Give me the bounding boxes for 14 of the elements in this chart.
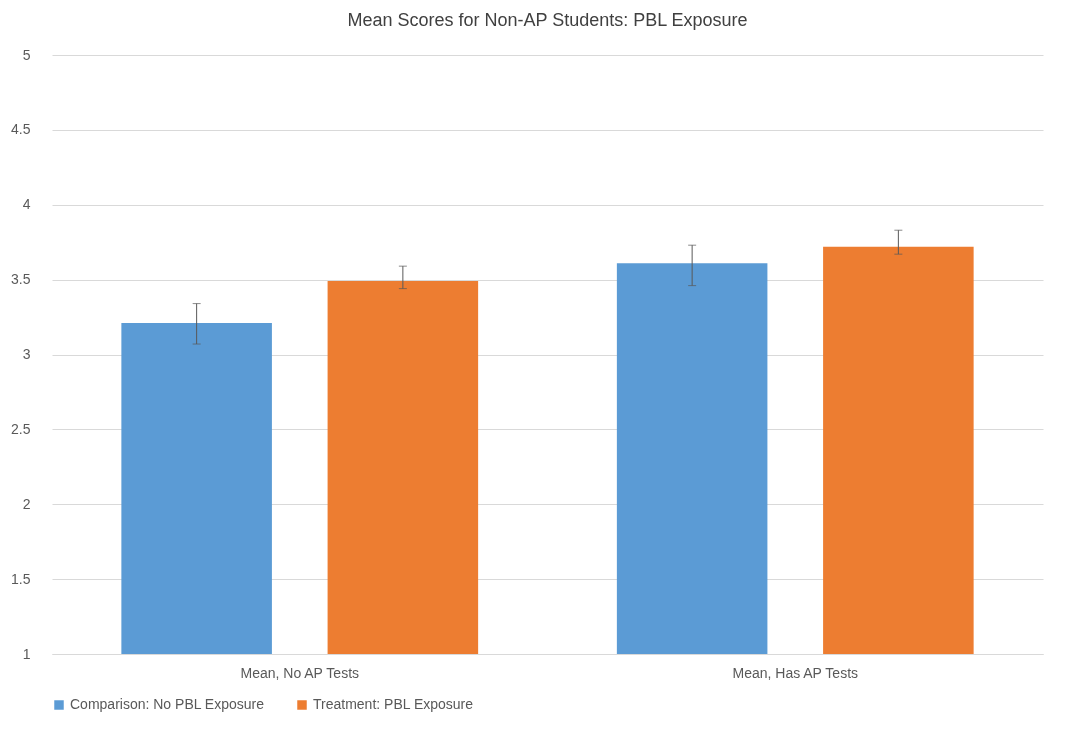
y-tick-label: 1 xyxy=(22,645,31,662)
y-tick-label: 2 xyxy=(22,495,31,512)
y-tick-label: 2.5 xyxy=(11,420,31,437)
y-tick-label: 5 xyxy=(22,46,31,63)
y-tick-label: 1.5 xyxy=(11,570,31,587)
legend-label: Comparison: No PBL Exposure xyxy=(70,696,265,712)
x-tick-label: Mean, No AP Tests xyxy=(240,664,360,681)
legend-label: Treatment: PBL Exposure xyxy=(313,696,474,712)
y-tick-label: 3 xyxy=(22,346,31,362)
y-tick-label: 4 xyxy=(22,196,31,213)
y-tick-label: 3.5 xyxy=(11,271,31,288)
x-tick-label: Mean, Has AP Tests xyxy=(732,664,859,681)
y-tick-label: 4.5 xyxy=(11,121,31,138)
chart-title: Mean Scores for Non-AP Students: PBL Exposure xyxy=(347,10,748,30)
